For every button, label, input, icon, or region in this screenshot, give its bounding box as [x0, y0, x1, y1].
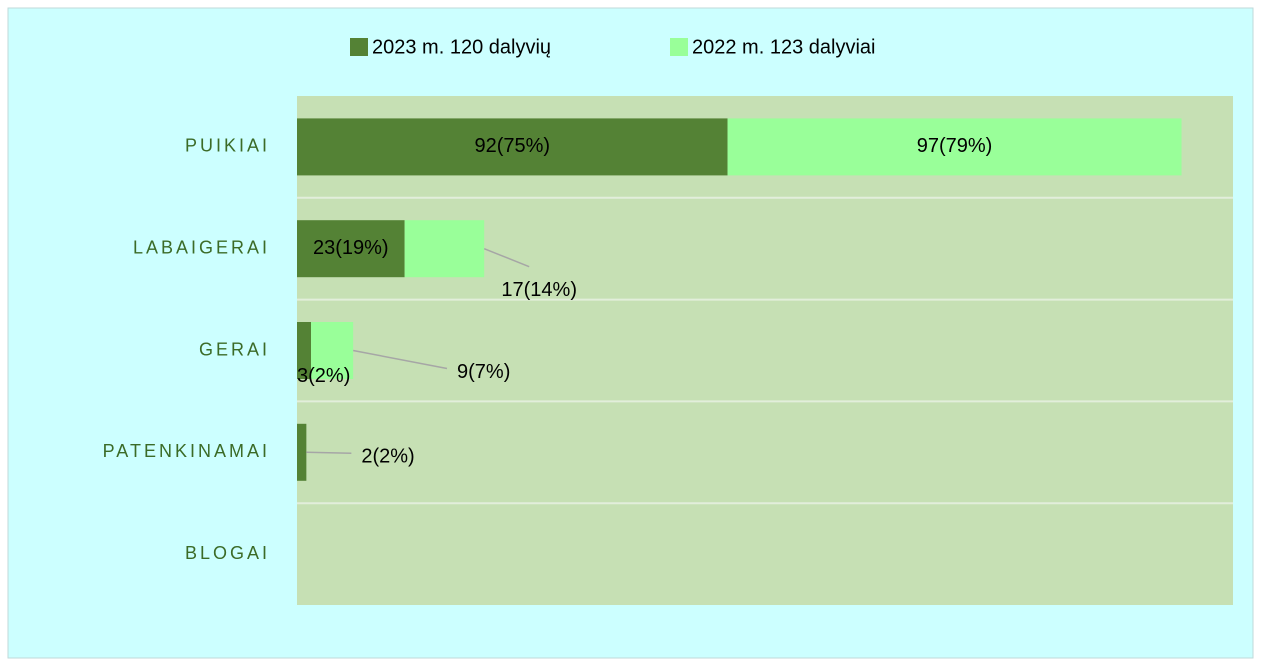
- data-label: 92(75%): [474, 135, 550, 157]
- y-tick-label: PUIKIAI: [185, 136, 270, 156]
- leader-line: [306, 451, 352, 455]
- legend-label: 2022 m. 123 dalyviai: [692, 36, 875, 58]
- bar: [297, 220, 405, 278]
- y-tick-label: BLOGAI: [185, 543, 270, 563]
- legend-swatch: [670, 38, 688, 56]
- data-label: 2(2%): [361, 446, 414, 468]
- y-tick-label: LABAIGERAI: [133, 237, 270, 257]
- bar: [297, 423, 307, 481]
- bar: [404, 220, 485, 278]
- data-label: 3(2%): [297, 365, 350, 387]
- data-label: 97(79%): [917, 135, 993, 157]
- data-label: 9(7%): [457, 361, 510, 383]
- legend-label: 2023 m. 120 dalyvių: [372, 36, 551, 58]
- plot-area: [297, 96, 1233, 605]
- bar: [297, 118, 728, 176]
- leader-line: [353, 349, 448, 370]
- bar: [297, 322, 312, 379]
- y-tick-label: GERAI: [199, 339, 270, 359]
- data-label: 17(14%): [501, 279, 577, 301]
- data-label: 23(19%): [313, 237, 389, 259]
- leader-line: [483, 248, 530, 268]
- bar: [311, 322, 354, 379]
- y-tick-label: PATENKINAMAI: [103, 441, 270, 461]
- legend-swatch: [350, 38, 368, 56]
- bar: [727, 118, 1182, 176]
